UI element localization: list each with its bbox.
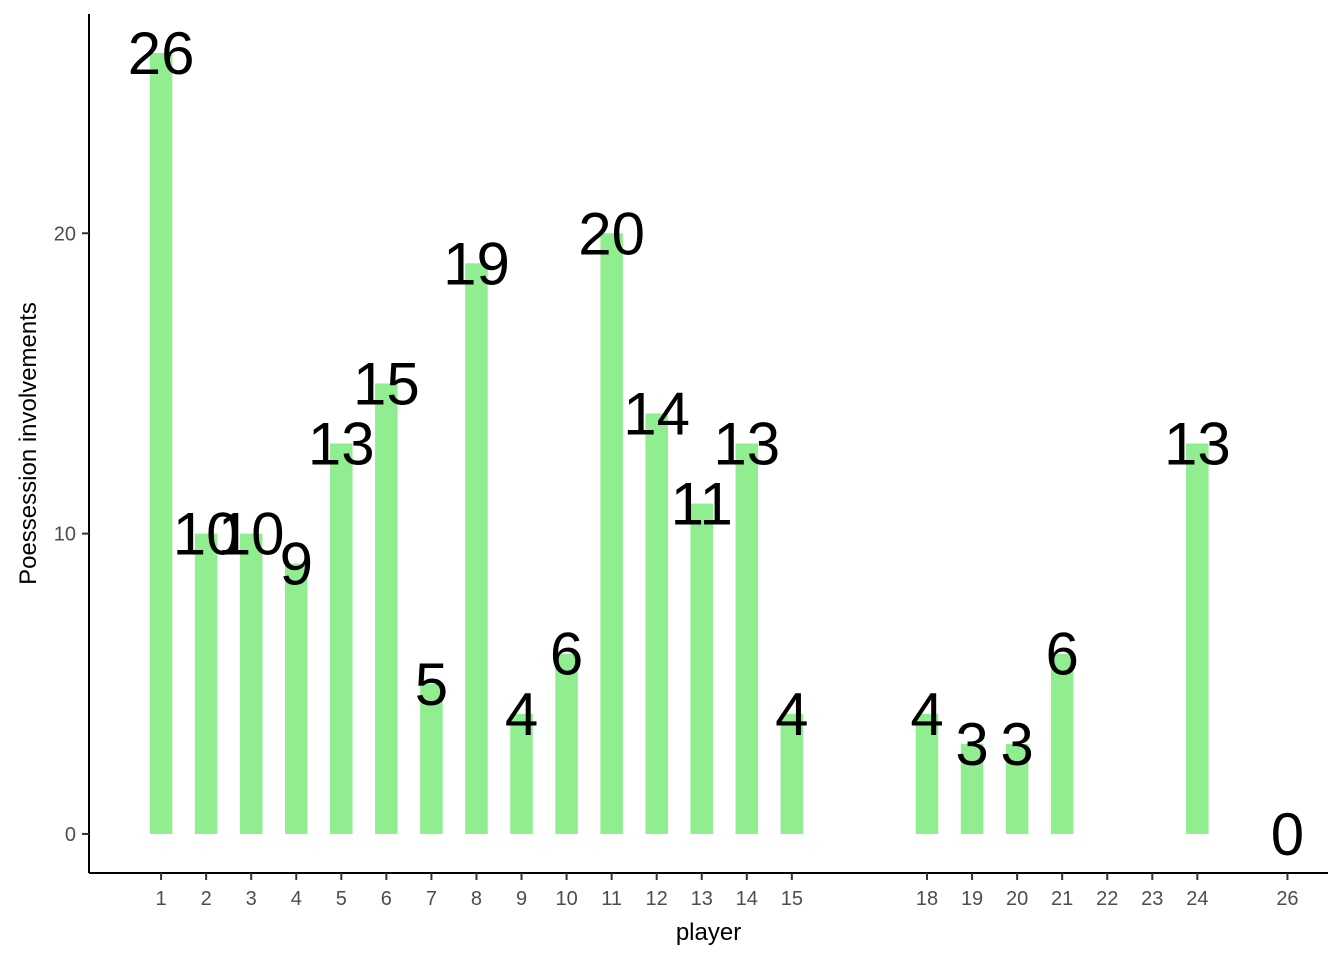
bar-player-6 [375, 383, 398, 834]
bar-player-19 [960, 743, 984, 834]
x-tick-label-2: 2 [201, 888, 212, 910]
data-label-player-3: 10 [218, 501, 285, 568]
data-label-player-7: 5 [415, 651, 448, 718]
x-tick-label-1: 1 [156, 888, 167, 910]
x-tick-label-19: 19 [961, 888, 983, 910]
x-tick-label-22: 22 [1096, 888, 1118, 910]
data-label-player-18: 4 [910, 681, 943, 748]
data-label-player-12: 14 [623, 380, 690, 447]
data-label-player-20: 3 [1000, 711, 1033, 778]
x-tick-label-23: 23 [1141, 888, 1163, 910]
data-label-player-13: 11 [671, 471, 733, 538]
y-tick-label-10: 10 [54, 524, 76, 546]
data-label-player-11: 20 [578, 200, 645, 267]
x-tick-label-24: 24 [1186, 888, 1208, 910]
data-label-player-9: 4 [505, 681, 538, 748]
bar-player-15 [780, 713, 804, 834]
bar-player-24 [1186, 443, 1209, 834]
x-tick-label-5: 5 [336, 888, 347, 910]
y-tick-label-20: 20 [54, 223, 76, 245]
x-tick-label-14: 14 [736, 888, 758, 910]
bar-player-5 [330, 443, 353, 834]
data-label-player-5: 13 [308, 411, 375, 478]
bar-player-7 [420, 683, 443, 834]
bar-player-18 [915, 713, 939, 834]
data-label-player-6: 15 [353, 350, 420, 417]
data-label-player-1: 26 [128, 20, 195, 87]
bar-player-3 [239, 533, 263, 834]
bar-player-11 [600, 233, 623, 834]
data-label-player-14: 13 [713, 411, 780, 478]
x-axis-title: player [676, 919, 741, 946]
bar-player-14 [735, 443, 759, 834]
bars-layer [149, 53, 1209, 834]
x-tick-label-3: 3 [246, 888, 257, 910]
bar-player-4 [284, 563, 308, 834]
x-tick-label-4: 4 [291, 888, 302, 910]
x-tick-label-26: 26 [1276, 888, 1298, 910]
y-axis-ticks: 0 10 20 [54, 223, 89, 846]
bar-player-21 [1050, 653, 1074, 834]
bar-player-9 [510, 713, 533, 834]
x-tick-label-21: 21 [1051, 888, 1073, 910]
bar-player-10 [555, 653, 578, 834]
x-tick-label-6: 6 [381, 888, 392, 910]
data-label-player-4: 9 [280, 531, 313, 598]
data-label-player-8: 19 [443, 230, 510, 297]
x-tick-label-11: 11 [601, 888, 622, 910]
x-tick-label-12: 12 [646, 888, 668, 910]
data-label-player-26: 0 [1271, 801, 1304, 868]
bar-player-12 [645, 413, 668, 834]
data-label-player-2: 10 [173, 501, 240, 568]
x-tick-label-10: 10 [555, 888, 577, 910]
bar-player-13 [690, 503, 714, 834]
x-tick-label-7: 7 [426, 888, 437, 910]
x-tick-label-15: 15 [781, 888, 803, 910]
x-tick-label-20: 20 [1006, 888, 1028, 910]
x-axis-ticks: 1 2 3 4 5 6 7 8 9 10 11 12 13 14 15 18 19 20 21 22 23 24 26 [156, 873, 1299, 910]
y-axis-title: Poessession involvements [15, 302, 42, 585]
x-tick-label-13: 13 [691, 888, 713, 910]
data-label-player-10: 6 [550, 621, 583, 688]
x-tick-label-18: 18 [916, 888, 938, 910]
x-tick-label-8: 8 [471, 888, 482, 910]
bar-player-20 [1005, 743, 1029, 834]
bar-player-2 [194, 533, 218, 834]
data-label-player-21: 6 [1045, 621, 1078, 688]
bar-player-1 [149, 53, 173, 834]
data-label-player-24: 13 [1164, 411, 1231, 478]
bar-player-8 [465, 263, 488, 834]
data-label-player-15: 4 [775, 681, 808, 748]
y-tick-label-0: 0 [65, 824, 76, 846]
data-label-player-19: 3 [955, 711, 988, 778]
x-tick-label-9: 9 [516, 888, 527, 910]
